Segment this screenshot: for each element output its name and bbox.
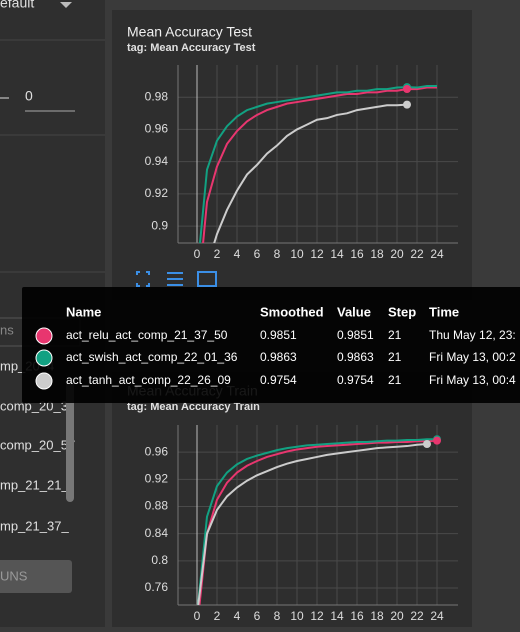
tooltip-cell: Fri May 13, 00:2 — [429, 350, 516, 364]
tooltip-cell: 21 — [388, 328, 402, 342]
x-tick-label: 4 — [234, 609, 241, 623]
x-tick-label: 10 — [290, 609, 304, 623]
series-line — [197, 443, 428, 605]
tooltip-cell: 0.9754 — [260, 373, 297, 387]
chart-subtitle: tag: Mean Accuracy Test — [127, 42, 256, 54]
y-tick-label: 0.8 — [151, 553, 168, 567]
series-line — [202, 86, 437, 243]
x-tick-label: 16 — [350, 247, 364, 261]
x-tick-label: 20 — [390, 247, 404, 261]
x-tick-label: 6 — [254, 247, 261, 261]
x-tick-label: 24 — [430, 609, 444, 623]
runs-button-label[interactable]: UNS — [0, 568, 28, 583]
x-tick-label: 8 — [274, 247, 281, 261]
chart-subtitle: tag: Mean Accuracy Train — [127, 401, 260, 413]
chart-card — [112, 372, 472, 632]
x-tick-label: 0 — [194, 247, 201, 261]
tooltip — [22, 287, 520, 403]
x-tick-label: 8 — [274, 609, 281, 623]
tooltip-cell: 21 — [388, 350, 402, 364]
tooltip-header: Smoothed — [260, 304, 324, 319]
tooltip-cell: act_relu_act_comp_21_37_50 — [66, 328, 228, 342]
hover-dot — [423, 440, 431, 449]
x-tick-label: 18 — [370, 609, 384, 623]
tooltip-swatch — [35, 349, 53, 367]
x-tick-label: 12 — [310, 609, 324, 623]
plot — [197, 438, 438, 605]
tooltip-header: Time — [429, 304, 459, 319]
x-tick-label: 14 — [330, 609, 344, 623]
log-icon[interactable] — [167, 272, 183, 286]
y-tick-label: 0.9 — [151, 218, 168, 232]
range-input[interactable]: 0 — [25, 88, 33, 104]
run-item: comp_20_57 — [0, 437, 75, 452]
chart-card — [112, 10, 472, 300]
card-icons — [136, 271, 217, 287]
tooltip-cell: act_tanh_act_comp_22_26_09 — [66, 373, 231, 387]
series-line — [197, 438, 437, 605]
tooltip-cell: Thu May 12, 23: — [429, 328, 516, 342]
y-tick-label: 0.92 — [145, 472, 169, 486]
tooltip-cell: 0.9851 — [337, 328, 374, 342]
tooltip-cell: 21 — [388, 373, 402, 387]
y-tick-label: 0.92 — [145, 186, 169, 200]
tooltip-cell: 0.9863 — [260, 350, 297, 364]
x-tick-label: 2 — [214, 609, 221, 623]
expand-icon[interactable] — [197, 271, 217, 287]
chart-title: Mean Accuracy Test — [127, 24, 252, 40]
tooltip-header: Step — [388, 304, 416, 319]
hover-dot — [433, 436, 441, 445]
x-tick-label: 22 — [410, 609, 424, 623]
tooltip-cell: act_swish_act_comp_22_01_36 — [66, 350, 238, 364]
y-tick-label: 0.88 — [145, 499, 169, 513]
y-tick-label: 0.76 — [145, 580, 169, 594]
plot — [198, 84, 437, 243]
y-tick-label: 0.94 — [145, 154, 169, 168]
tooltip-cell: Fri May 13, 00:4 — [429, 373, 516, 387]
y-tick-label: 0.96 — [145, 444, 169, 458]
chart: Mean Accuracy Test tag: Mean Accuracy Tes… — [127, 24, 458, 261]
y-tick-label: 0.98 — [145, 89, 169, 103]
tooltip-cell: 0.9851 — [260, 328, 297, 342]
hover-dot — [403, 100, 411, 109]
dropdown-arrow — [60, 2, 72, 8]
x-tick-label: 14 — [330, 247, 344, 261]
x-tick-label: 10 — [290, 247, 304, 261]
tooltip-cell: 0.9863 — [337, 350, 374, 364]
x-tick-label: 4 — [234, 247, 241, 261]
tooltip-swatch — [35, 327, 53, 345]
x-tick-label: 0 — [194, 609, 201, 623]
tooltip-header: Name — [66, 304, 101, 319]
x-tick-label: 20 — [390, 609, 404, 623]
tooltip-header: Value — [337, 304, 371, 319]
tooltip-cell: 0.9754 — [337, 373, 374, 387]
x-tick-label: 2 — [214, 247, 221, 261]
series-line — [198, 84, 437, 243]
x-tick-label: 16 — [350, 609, 364, 623]
x-tick-label: 22 — [410, 247, 424, 261]
y-tick-label: 0.96 — [145, 122, 169, 136]
x-tick-label: 12 — [310, 247, 324, 261]
hover-dot — [403, 85, 411, 94]
y-tick-label: 0.84 — [145, 526, 169, 540]
tooltip-swatch — [35, 372, 53, 390]
run-dropdown[interactable]: efault — [0, 0, 34, 11]
runs-button[interactable] — [0, 560, 72, 593]
filter-input[interactable]: ns — [0, 322, 14, 337]
run-item: mp_21_21_ — [0, 477, 69, 492]
run-item: mp_21_37_ — [0, 518, 69, 533]
x-tick-label: 18 — [370, 247, 384, 261]
series-line — [213, 103, 408, 243]
fit-icon[interactable] — [136, 271, 150, 287]
x-tick-label: 24 — [430, 247, 444, 261]
scrollbar[interactable] — [66, 380, 74, 502]
series-line — [198, 439, 438, 605]
x-tick-label: 6 — [254, 609, 261, 623]
